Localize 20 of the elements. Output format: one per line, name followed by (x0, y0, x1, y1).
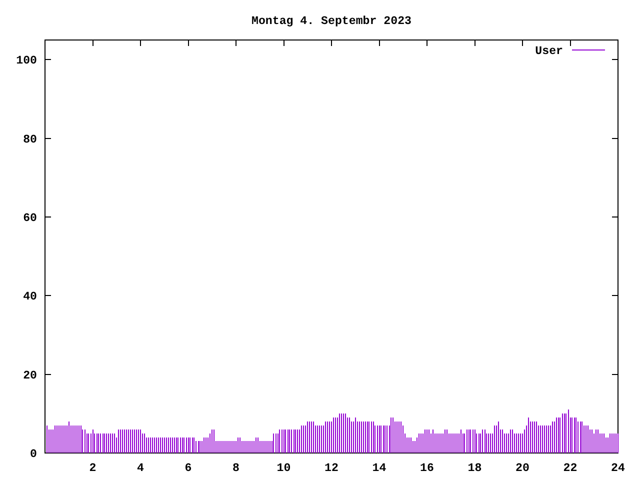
x-tick-label: 24 (611, 462, 625, 475)
y-tick-label: 40 (23, 290, 38, 304)
x-tick-label: 18 (468, 462, 482, 475)
x-tick-label: 20 (516, 462, 530, 475)
y-tick-label: 20 (23, 369, 38, 382)
x-tick-label: 12 (324, 462, 338, 475)
y-tick-label: 100 (16, 54, 38, 68)
legend-label: User (535, 45, 564, 58)
y-tick-label: 80 (23, 133, 38, 146)
x-tick-label: 10 (276, 462, 291, 475)
y-tick-label: 0 (30, 448, 38, 462)
x-tick-label: 14 (372, 462, 386, 475)
x-tick-label: 2 (89, 462, 96, 475)
x-tick-label: 22 (563, 462, 578, 475)
x-tick-label: 16 (420, 462, 434, 475)
x-tick-label: 6 (184, 462, 192, 475)
y-tick-label: 60 (23, 212, 38, 226)
chart-title: Montag 4. Septembr 2023 (251, 15, 412, 28)
x-tick-label: 8 (232, 462, 240, 475)
x-tick-label: 4 (137, 462, 144, 475)
